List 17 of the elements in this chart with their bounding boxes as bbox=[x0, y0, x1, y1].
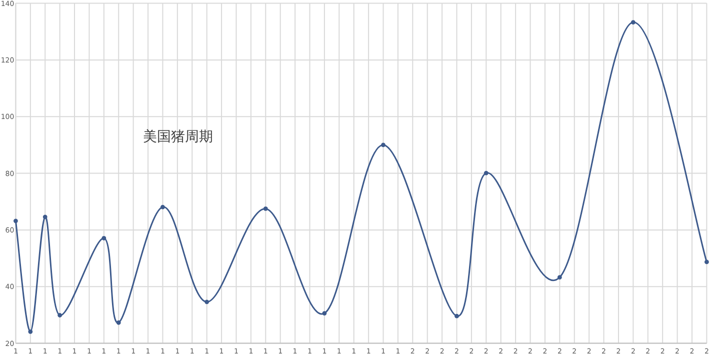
point bbox=[58, 313, 62, 318]
point bbox=[322, 311, 327, 316]
point bbox=[28, 329, 33, 334]
point bbox=[102, 236, 106, 240]
point bbox=[381, 142, 386, 148]
point bbox=[263, 206, 268, 211]
point bbox=[204, 300, 210, 304]
point bbox=[160, 204, 165, 210]
point bbox=[557, 275, 562, 280]
point bbox=[484, 170, 488, 176]
point bbox=[454, 314, 459, 318]
point bbox=[42, 214, 48, 220]
point bbox=[630, 20, 636, 24]
point bbox=[704, 260, 709, 264]
text: 美国猪周期 bbox=[143, 129, 213, 145]
point bbox=[14, 218, 18, 224]
point bbox=[116, 320, 121, 325]
